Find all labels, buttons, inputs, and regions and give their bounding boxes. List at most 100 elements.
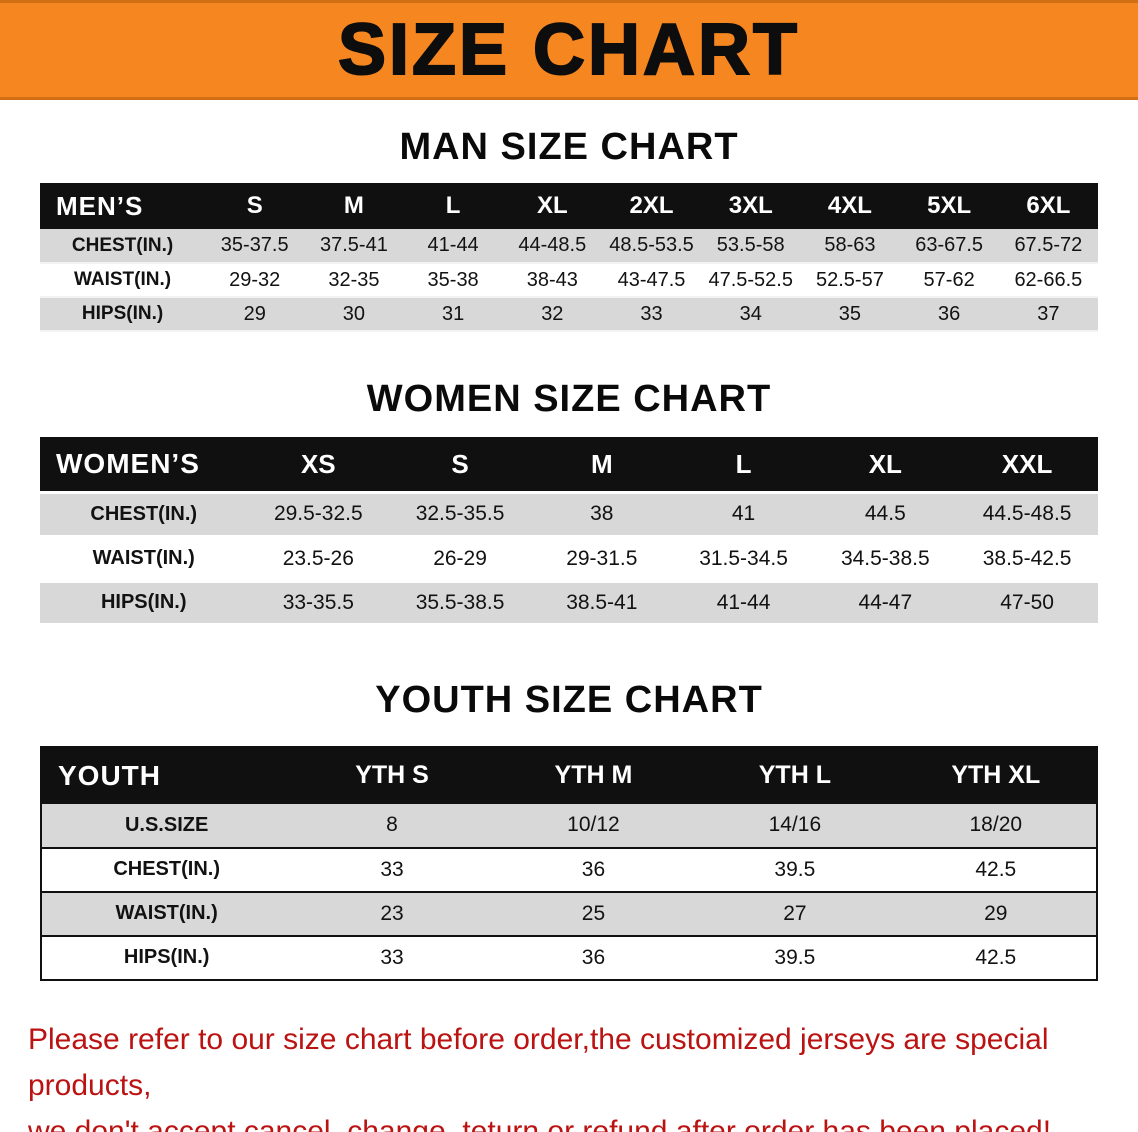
table-cell: 37 [1037,302,1060,325]
table-cell: 48.5-53.5 [609,234,694,256]
footer-note-line: Please refer to our size chart before or… [28,1022,1049,1102]
table-cell: 33 [640,302,663,325]
table-cell: 31.5-34.5 [699,546,788,570]
youth-column-header: YTH XL [895,746,1097,804]
table-cell: 33 [380,945,404,969]
table-row: CHEST(IN.) 35-37.5 37.5-41 41-44 44-48.5 48.5… [40,229,1098,263]
youth-section-heading: YOUTH SIZE CHART [375,678,763,721]
table-row: U.S.SIZE 8 10/12 14/16 18/20 [41,803,1097,848]
men-column-header: S [205,183,305,229]
table-cell: 25 [581,901,606,925]
table-cell: 52.5-57 [816,268,884,291]
table-cell: 29 [243,302,266,325]
table-cell: 47.5-52.5 [708,268,793,291]
table-cell: 35.5-38.5 [415,590,505,614]
table-cell: 29-31.5 [566,546,638,570]
table-cell: 14/16 [768,813,822,836]
youth-header-row: YOUTH YTH S YTH M YTH L YTH XL [41,746,1097,804]
table-cell: 39.5 [774,945,816,969]
table-cell: 27 [783,901,807,925]
table-cell: 34 [739,302,762,325]
table-cell: 39.5 [774,857,816,881]
row-label: CHEST(IN.) [113,858,220,880]
row-label: WAIST(IN.) [115,902,218,924]
table-cell: 29 [984,901,1008,925]
table-cell: 36 [581,945,606,969]
table-cell: 62-66.5 [1014,268,1083,291]
banner-title: SIZE CHART [337,10,800,90]
row-label: HIPS(IN.) [123,946,210,968]
men-column-header: L [403,183,503,229]
table-cell: 44.5 [864,502,906,526]
men-column-header: 2XL [601,183,702,229]
banner: SIZE CHART [0,0,1138,100]
table-cell: 32.5-35.5 [415,502,505,526]
table-cell: 23 [380,901,404,925]
table-cell: 32 [541,302,564,325]
table-cell: 29-32 [229,268,281,291]
row-label: CHEST(IN.) [90,502,198,525]
table-cell: 53.5-58 [716,234,785,256]
table-cell: 8 [386,813,398,836]
table-cell: 38.5-41 [566,590,638,614]
table-cell: 33 [380,857,404,881]
women-column-header: XS [247,437,390,494]
footer-note: Please refer to our size chart before or… [28,1017,1110,1132]
youth-column-header: YTH S [291,746,493,804]
footer-note-line: we don't accept cancel, change, teturn o… [28,1114,1052,1132]
men-column-header: M [304,183,404,229]
table-cell: 26-29 [433,546,487,570]
table-cell: 31 [441,302,465,325]
women-section-heading: WOMEN SIZE CHART [366,378,772,420]
row-label: HIPS(IN.) [100,591,187,613]
men-section-heading: MAN SIZE CHART [399,126,739,168]
table-cell: 33-35.5 [282,590,354,614]
table-cell: 38.5-42.5 [982,546,1072,570]
table-row: CHEST(IN.) 29.5-32.5 32.5-35.5 38 41 44.5 44.5… [40,492,1098,537]
table-cell: 36 [938,302,961,325]
men-column-header: 5XL [899,183,999,229]
table-cell: 34.5-38.5 [840,546,930,570]
men-group-label: MEN’S [40,183,206,229]
men-size-chart-section: MAN SIZE CHART MEN’S S M L XL 2XL 3XL 4XL 5XL 6XL… [0,126,1138,332]
women-column-header: XL [814,437,957,494]
table-cell: 35 [838,302,862,325]
men-column-header: 3XL [701,183,801,229]
row-label: U.S.SIZE [124,813,209,836]
table-cell: 36 [581,857,606,881]
table-cell: 58-63 [824,234,876,256]
men-column-header: 6XL [998,183,1098,229]
table-cell: 67.5-72 [1014,234,1083,256]
row-label: WAIST(IN.) [92,547,195,569]
youth-column-header: YTH M [492,746,695,804]
table-row: HIPS(IN.) 29 30 31 32 33 34 35 36 37 [40,297,1098,331]
table-cell: 38-43 [526,268,578,291]
men-column-header: 4XL [800,183,900,229]
women-column-header: S [389,437,531,494]
table-cell: 42.5 [975,945,1017,969]
table-cell: 63-67.5 [915,234,984,256]
table-cell: 30 [342,302,366,325]
women-size-table: WOMEN’S XS S M L XL XXL CHEST(IN.) 29.5-32.5 32.5… [40,437,1098,627]
table-cell: 37.5-41 [319,234,388,256]
table-cell: 41-44 [427,234,479,256]
table-cell: 32-35 [328,268,380,291]
table-cell: 44-47 [858,590,913,614]
row-label: CHEST(IN.) [71,234,174,256]
table-cell: 47-50 [1000,590,1054,614]
youth-column-header: YTH L [694,746,896,804]
table-cell: 41-44 [716,590,771,614]
women-header-row: WOMEN’S XS S M L XL XXL [40,437,1098,494]
table-cell: 44-48.5 [518,234,587,256]
men-size-table: MEN’S S M L XL 2XL 3XL 4XL 5XL 6XL CHEST(IN.) 35-37… [40,183,1098,332]
table-cell: 44.5-48.5 [982,502,1072,526]
youth-group-label: YOUTH [41,746,292,804]
table-cell: 35-37.5 [220,234,289,256]
table-cell: 18/20 [969,813,1023,836]
table-cell: 35-38 [427,268,479,291]
men-column-header: XL [502,183,602,229]
row-label: HIPS(IN.) [81,303,164,324]
women-group-label: WOMEN’S [40,437,248,494]
table-cell: 10/12 [567,813,620,836]
table-row: WAIST(IN.) 23.5-26 26-29 29-31.5 31.5-34.5 34… [40,536,1098,581]
